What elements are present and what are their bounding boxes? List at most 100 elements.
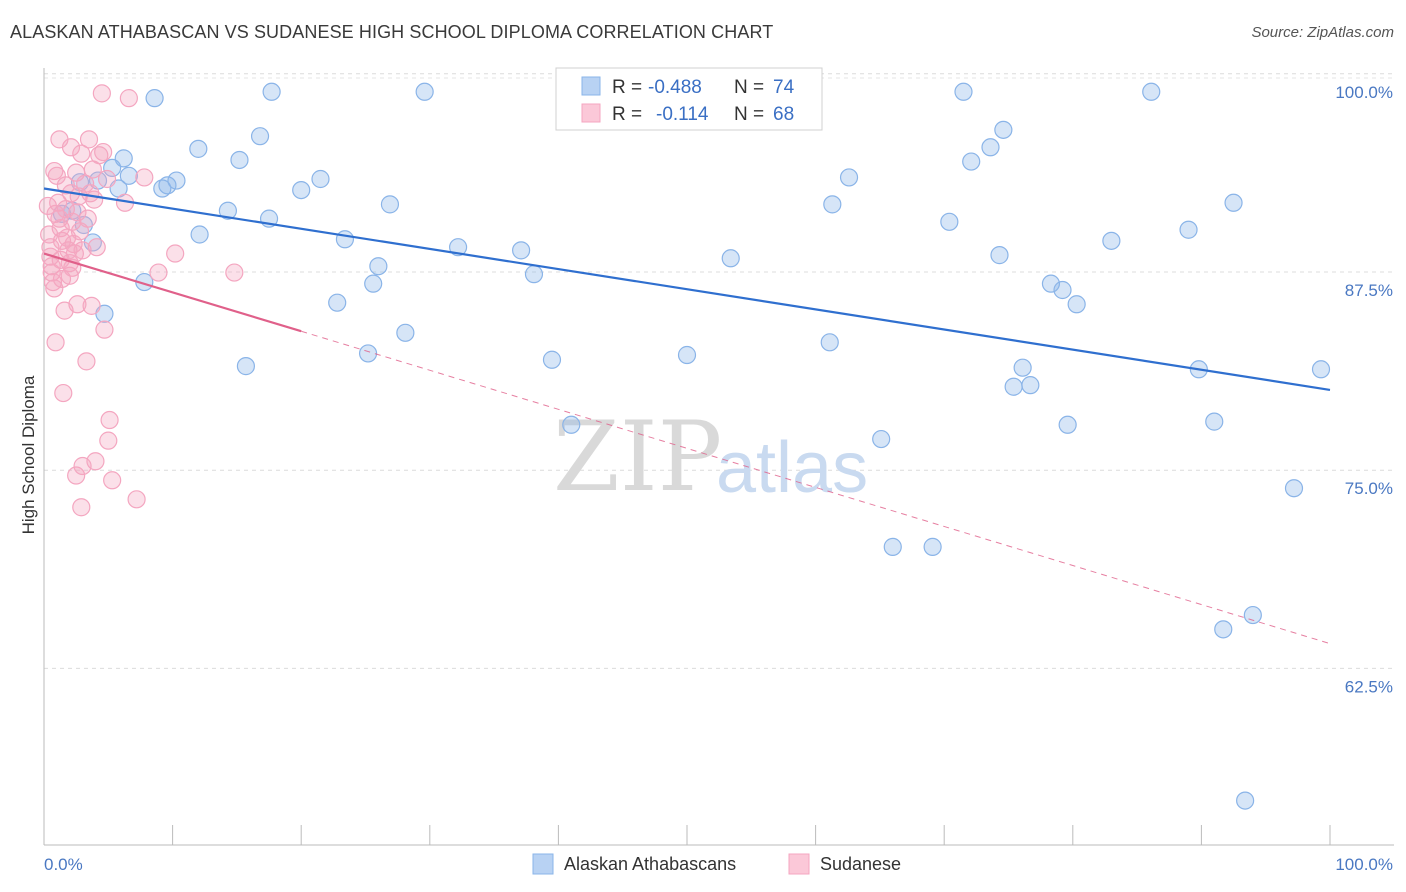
point-sudanese-66 bbox=[78, 209, 97, 228]
point-sudanese-32 bbox=[68, 203, 87, 222]
series-alaskan-athabascans-points bbox=[52, 82, 1331, 810]
point-sudanese-61 bbox=[149, 263, 168, 282]
point-sudanese-4 bbox=[42, 257, 61, 276]
legend-swatch-alaskan-athabascans bbox=[532, 853, 554, 875]
point-sudanese-60 bbox=[135, 168, 154, 187]
point-alaskan-50 bbox=[981, 138, 1000, 157]
y-tick-label-3: 62.5% bbox=[1345, 677, 1393, 696]
stats-r-value-blue: -0.488 bbox=[648, 77, 702, 98]
stats-n-value-blue: 74 bbox=[773, 77, 795, 98]
point-alaskan-60 bbox=[1102, 231, 1121, 250]
point-sudanese-50 bbox=[92, 84, 111, 103]
point-sudanese-46 bbox=[85, 190, 104, 209]
watermark: ZIP atlas bbox=[553, 401, 868, 513]
point-alaskan-43 bbox=[839, 168, 859, 187]
point-alaskan-52 bbox=[994, 120, 1013, 139]
point-alaskan-21 bbox=[250, 127, 270, 146]
stats-r-label-blue: R = bbox=[612, 77, 642, 98]
point-alaskan-56 bbox=[1041, 274, 1061, 293]
point-sudanese-52 bbox=[95, 320, 114, 339]
point-alaskan-19 bbox=[230, 150, 249, 170]
point-alaskan-47 bbox=[940, 212, 959, 231]
point-alaskan-49 bbox=[962, 152, 981, 171]
point-alaskan-70 bbox=[1284, 479, 1304, 498]
point-alaskan-55 bbox=[1021, 376, 1040, 395]
point-alaskan-46 bbox=[923, 537, 942, 556]
point-alaskan-37 bbox=[542, 350, 562, 369]
point-alaskan-54 bbox=[1013, 358, 1032, 377]
point-alaskan-34 bbox=[448, 238, 468, 257]
point-alaskan-45 bbox=[883, 537, 902, 556]
point-alaskan-62 bbox=[1179, 220, 1198, 239]
y-tick-label-1: 87.5% bbox=[1345, 281, 1393, 300]
point-sudanese-62 bbox=[166, 244, 185, 263]
axes bbox=[43, 68, 1394, 846]
point-sudanese-37 bbox=[72, 498, 91, 517]
point-alaskan-39 bbox=[677, 345, 697, 365]
point-sudanese-59 bbox=[127, 490, 146, 509]
chart-title: ALASKAN ATHABASCAN VS SUDANESE HIGH SCHO… bbox=[10, 22, 774, 42]
point-sudanese-42 bbox=[79, 130, 99, 149]
point-alaskan-44 bbox=[872, 429, 891, 449]
point-sudanese-17 bbox=[54, 383, 73, 403]
stats-legend: R = -0.488 N = 74 R = -0.114 N = 68 bbox=[555, 67, 823, 131]
point-alaskan-58 bbox=[1058, 415, 1077, 434]
point-alaskan-13 bbox=[153, 179, 172, 198]
point-sudanese-64 bbox=[50, 130, 69, 149]
point-alaskan-10 bbox=[119, 166, 138, 185]
point-alaskan-57 bbox=[1053, 280, 1072, 300]
point-alaskan-66 bbox=[1224, 193, 1243, 212]
point-alaskan-31 bbox=[380, 195, 400, 214]
legend-swatch-sudanese bbox=[788, 853, 810, 875]
point-sudanese-3 bbox=[41, 247, 60, 266]
point-alaskan-64 bbox=[1205, 412, 1224, 431]
point-alaskan-30 bbox=[369, 257, 388, 276]
point-sudanese-56 bbox=[103, 471, 122, 490]
point-sudanese-30 bbox=[67, 466, 86, 485]
point-sudanese-38 bbox=[73, 241, 92, 260]
point-alaskan-38 bbox=[562, 415, 581, 434]
point-alaskan-59 bbox=[1067, 295, 1086, 314]
point-alaskan-36 bbox=[524, 265, 544, 284]
point-alaskan-48 bbox=[954, 82, 973, 101]
watermark-atlas: atlas bbox=[716, 428, 868, 508]
point-alaskan-61 bbox=[1142, 82, 1161, 101]
point-sudanese-27 bbox=[63, 212, 82, 231]
point-alaskan-20 bbox=[236, 357, 256, 376]
stats-n-label-pink: N = bbox=[734, 104, 764, 125]
trend-lines bbox=[43, 187, 1331, 645]
point-sudanese-48 bbox=[87, 238, 106, 257]
x-tick-labels: 0.0% 100.0% bbox=[44, 855, 1393, 874]
x-tick-label-left: 0.0% bbox=[44, 855, 83, 874]
point-alaskan-14 bbox=[158, 176, 177, 195]
bottom-legend: Alaskan Athabascans Sudanese bbox=[532, 853, 901, 875]
point-alaskan-65 bbox=[1214, 620, 1233, 639]
trend-line-sudanese-extension bbox=[301, 330, 1331, 645]
point-alaskan-26 bbox=[328, 293, 347, 312]
point-alaskan-24 bbox=[292, 181, 311, 200]
stats-r-value-pink: -0.114 bbox=[656, 104, 709, 125]
point-alaskan-23 bbox=[262, 82, 281, 101]
point-sudanese-7 bbox=[45, 279, 64, 298]
point-sudanese-33 bbox=[68, 295, 87, 314]
point-alaskan-69 bbox=[1311, 360, 1331, 379]
point-sudanese-58 bbox=[119, 89, 138, 108]
point-sudanese-65 bbox=[45, 161, 64, 181]
point-alaskan-42 bbox=[820, 333, 839, 352]
watermark-zip: ZIP bbox=[553, 401, 722, 513]
legend-label-sudanese: Sudanese bbox=[820, 854, 901, 874]
point-alaskan-27 bbox=[335, 230, 355, 249]
point-alaskan-51 bbox=[990, 246, 1009, 265]
point-sudanese-63 bbox=[225, 263, 244, 282]
point-alaskan-35 bbox=[512, 241, 531, 260]
stats-n-value-pink: 68 bbox=[773, 104, 794, 125]
x-tick-label-right: 100.0% bbox=[1335, 855, 1393, 874]
stats-n-label-blue: N = bbox=[734, 77, 764, 98]
stats-legend-swatch-pink bbox=[581, 103, 601, 123]
point-sudanese-41 bbox=[77, 352, 96, 371]
point-sudanese-15 bbox=[52, 231, 72, 250]
point-sudanese-53 bbox=[97, 169, 117, 189]
point-sudanese-36 bbox=[72, 144, 91, 163]
y-tick-label-0: 100.0% bbox=[1335, 83, 1393, 102]
